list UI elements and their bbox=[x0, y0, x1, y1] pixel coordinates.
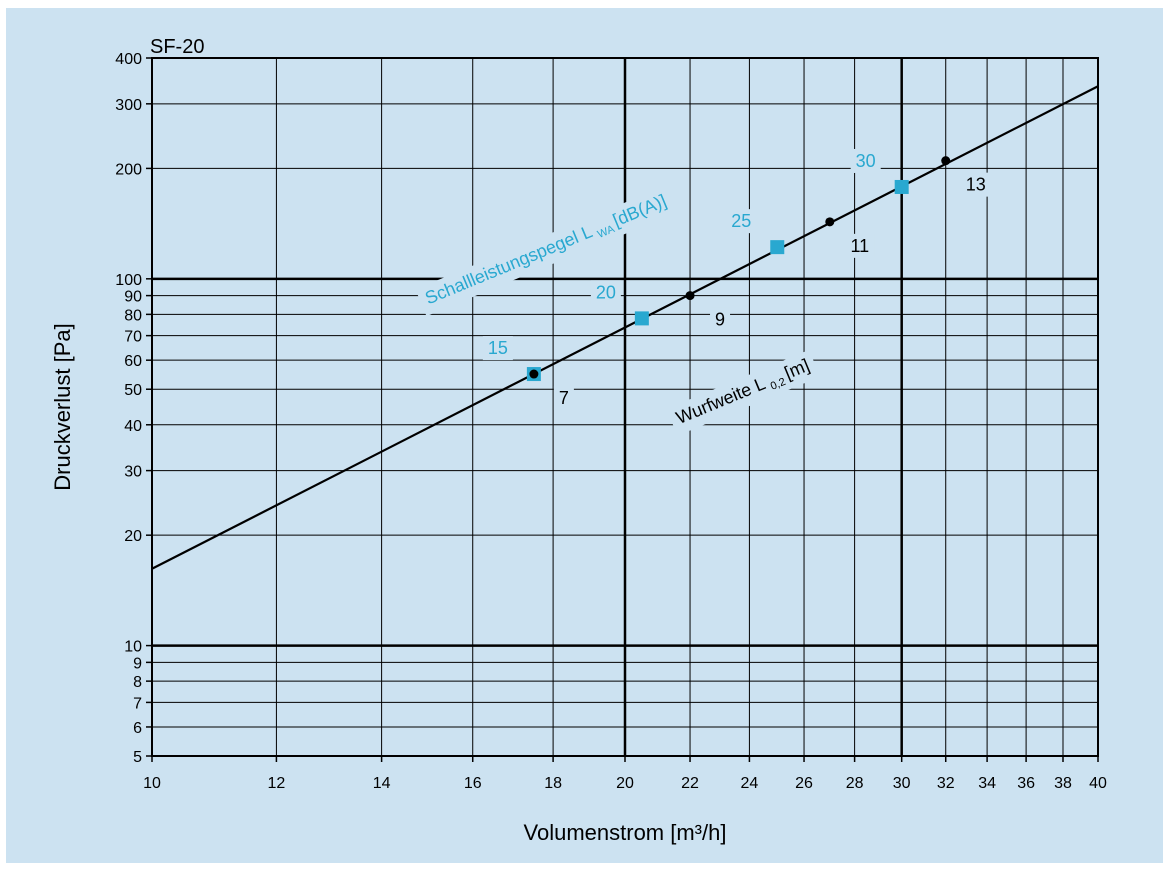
throw-distance-value-label-background bbox=[845, 233, 875, 258]
y-tick-label: 8 bbox=[133, 674, 142, 691]
y-tick-label: 300 bbox=[115, 97, 142, 114]
x-tick-label: 26 bbox=[795, 775, 813, 792]
y-tick-label: 7 bbox=[133, 695, 142, 712]
throw-distance-value-label-background bbox=[960, 172, 991, 197]
y-tick-label: 50 bbox=[124, 382, 142, 399]
throw-distance-value-label: 9 bbox=[715, 310, 725, 330]
y-tick-label: 100 bbox=[115, 272, 142, 289]
sound-power-value-label: 30 bbox=[856, 151, 876, 171]
throw-distance-marker bbox=[529, 369, 539, 379]
x-axis-label: Volumenstrom [m³/h] bbox=[524, 820, 727, 845]
throw-distance-marker bbox=[685, 291, 695, 301]
y-tick-label: 200 bbox=[115, 161, 142, 178]
sound-power-value-label: 25 bbox=[731, 211, 751, 231]
x-tick-label: 12 bbox=[268, 775, 286, 792]
x-tick-label: 20 bbox=[616, 775, 634, 792]
sound-power-label-text: Schallleistungspegel L WA [dB(A)] bbox=[422, 191, 670, 311]
throw-distance-label: Wurfweite L 0,2 [m] bbox=[666, 349, 821, 436]
throw-distance-value-label: 13 bbox=[966, 175, 986, 195]
throw-distance-value-label-background bbox=[553, 386, 574, 411]
y-tick-label: 6 bbox=[133, 720, 142, 737]
sound-power-value-label-background bbox=[482, 336, 513, 361]
y-tick-label: 90 bbox=[124, 289, 142, 306]
x-tick-label: 18 bbox=[544, 775, 562, 792]
sound-power-value-label-background bbox=[850, 148, 881, 173]
y-tick-label: 80 bbox=[124, 307, 142, 324]
sound-power-marker bbox=[894, 179, 909, 194]
y-axis-label: Druckverlust [Pa] bbox=[50, 323, 75, 491]
x-tick-label: 40 bbox=[1089, 775, 1107, 792]
x-tick-label: 34 bbox=[978, 775, 996, 792]
throw-distance-label-background bbox=[666, 349, 821, 436]
y-tick-label: 40 bbox=[124, 418, 142, 435]
y-tick-label: 5 bbox=[133, 749, 142, 766]
x-tick-label: 38 bbox=[1054, 775, 1072, 792]
x-tick-label: 24 bbox=[741, 775, 759, 792]
x-tick-label: 28 bbox=[846, 775, 864, 792]
y-tick-label: 20 bbox=[124, 528, 142, 545]
sound-power-value-label: 15 bbox=[488, 338, 508, 358]
sound-power-label-background bbox=[415, 185, 678, 317]
x-tick-label: 14 bbox=[373, 775, 391, 792]
throw-distance-value-label: 7 bbox=[559, 388, 569, 408]
y-tick-label: 70 bbox=[124, 329, 142, 346]
chart-title: SF-20 bbox=[150, 36, 204, 58]
x-tick-label: 30 bbox=[893, 775, 911, 792]
throw-distance-label-text: Wurfweite L 0,2 [m] bbox=[673, 355, 813, 431]
sound-power-marker bbox=[770, 240, 785, 255]
throw-distance-value-label: 11 bbox=[850, 236, 869, 256]
throw-distance-value-label-background bbox=[710, 307, 731, 332]
y-tick-label: 10 bbox=[124, 639, 142, 656]
pressure-loss-line bbox=[151, 85, 1099, 570]
sound-power-value-label: 20 bbox=[596, 282, 616, 302]
x-tick-label: 36 bbox=[1017, 775, 1035, 792]
y-tick-label: 9 bbox=[133, 655, 142, 672]
y-tick-label: 400 bbox=[115, 51, 142, 68]
y-tick-label: 60 bbox=[124, 353, 142, 370]
throw-distance-marker bbox=[825, 217, 835, 227]
sound-power-marker bbox=[634, 311, 649, 326]
x-tick-label: 32 bbox=[937, 775, 955, 792]
throw-distance-marker bbox=[941, 156, 951, 166]
x-tick-label: 10 bbox=[143, 775, 161, 792]
x-tick-label: 16 bbox=[464, 775, 482, 792]
sound-power-value-label-background bbox=[726, 209, 757, 234]
sound-power-label: Schallleistungspegel L WA [dB(A)] bbox=[415, 185, 678, 317]
sound-power-value-label-background bbox=[590, 280, 621, 305]
y-tick-label: 30 bbox=[124, 464, 142, 481]
x-tick-label: 22 bbox=[681, 775, 699, 792]
